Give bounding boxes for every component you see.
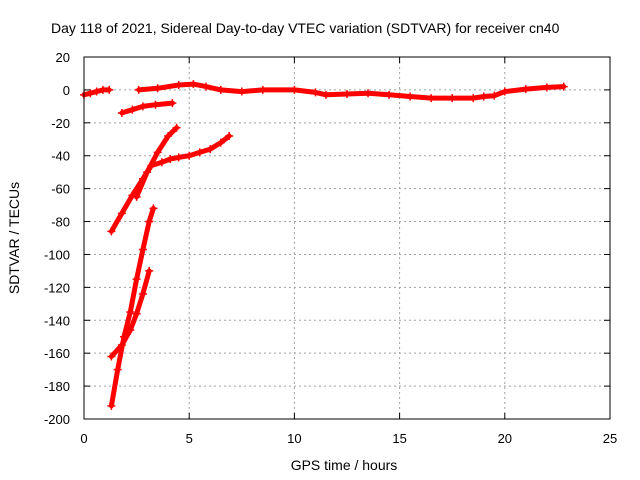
data-point	[143, 168, 152, 177]
y-tick-label: -100	[44, 247, 70, 262]
data-point	[406, 92, 415, 101]
data-point	[202, 82, 211, 91]
data-point	[206, 145, 215, 154]
y-tick-label: 0	[63, 83, 70, 98]
data-point	[132, 309, 141, 318]
series-line	[108, 205, 156, 409]
data-point	[321, 90, 330, 99]
series-arc-2	[134, 80, 568, 103]
data-point	[128, 105, 137, 114]
data-point	[166, 155, 175, 164]
y-tick-label: -160	[44, 346, 70, 361]
y-tick-label: -200	[44, 412, 70, 427]
data-point	[237, 87, 246, 96]
data-point	[385, 90, 394, 99]
data-point	[479, 92, 488, 101]
data-point	[117, 209, 126, 218]
data-point	[145, 266, 154, 275]
y-tick-label: -180	[44, 379, 70, 394]
data-point	[343, 90, 351, 99]
series-arc-7	[107, 204, 158, 410]
data-point	[134, 85, 143, 94]
data-point	[168, 99, 177, 108]
series-arc-3	[117, 99, 177, 117]
data-point	[107, 401, 116, 410]
data-point	[225, 131, 234, 140]
x-tick-label: 10	[287, 431, 301, 446]
data-point	[105, 85, 114, 94]
data-point	[138, 245, 147, 254]
data-point	[153, 148, 162, 157]
y-tick-label: -120	[44, 280, 70, 295]
y-tick-label: -80	[51, 215, 70, 230]
x-tick-label: 25	[603, 431, 617, 446]
x-axis-label: GPS time / hours	[291, 457, 398, 473]
data-point	[189, 80, 198, 89]
data-point	[117, 108, 126, 117]
data-point	[153, 84, 162, 93]
x-tick-label: 5	[186, 431, 193, 446]
x-tick-label: 15	[392, 431, 406, 446]
y-tick-label: -20	[51, 116, 70, 131]
data-point	[542, 83, 551, 92]
data-point	[126, 308, 135, 317]
data-point	[500, 87, 509, 96]
data-point	[107, 352, 116, 361]
data-point	[132, 192, 141, 201]
series-arc-5	[132, 123, 181, 201]
data-point	[132, 275, 141, 284]
data-point	[157, 158, 166, 167]
tick-labels: 0 5 10 15 20 25-200-180-160-140-120-100-80-60…	[44, 50, 617, 446]
data-point	[216, 138, 225, 147]
data-point	[469, 94, 478, 103]
data-point	[86, 89, 95, 98]
y-tick-label: 20	[56, 50, 70, 65]
data-point	[145, 217, 154, 226]
data-point	[258, 85, 267, 94]
data-point	[113, 365, 122, 374]
grid	[84, 57, 610, 419]
data-point	[185, 151, 194, 160]
y-axis-label: SDTVAR / TECUs	[6, 182, 22, 294]
data-point	[138, 102, 147, 111]
series-arc-4	[107, 131, 234, 236]
data-point	[195, 148, 204, 157]
series-layer	[80, 80, 568, 410]
data-point	[92, 87, 101, 96]
series-line	[108, 133, 232, 234]
data-point	[448, 94, 457, 103]
chart-title: Day 118 of 2021, Sidereal Day-to-day VTE…	[51, 20, 560, 36]
data-point	[521, 85, 530, 94]
x-tick-label: 0	[80, 431, 87, 446]
data-point	[427, 94, 436, 103]
data-point	[364, 89, 373, 98]
data-point	[490, 91, 499, 100]
data-point	[290, 85, 299, 94]
data-point	[216, 85, 225, 94]
data-point	[311, 88, 320, 97]
series-line	[119, 100, 175, 116]
data-point	[174, 80, 183, 89]
data-point	[164, 131, 173, 140]
y-tick-label: -60	[51, 182, 70, 197]
data-point	[119, 332, 128, 341]
series-arc-1	[80, 85, 114, 99]
data-point	[107, 227, 116, 236]
data-point	[138, 289, 147, 298]
x-tick-label: 20	[498, 431, 512, 446]
plot-frame	[83, 56, 611, 420]
y-tick-label: -140	[44, 313, 70, 328]
data-point	[559, 82, 568, 91]
data-point	[149, 204, 158, 213]
data-point	[174, 153, 183, 162]
data-point	[172, 123, 181, 132]
data-point	[151, 100, 160, 109]
ticks	[83, 56, 611, 420]
y-tick-label: -40	[51, 149, 70, 164]
